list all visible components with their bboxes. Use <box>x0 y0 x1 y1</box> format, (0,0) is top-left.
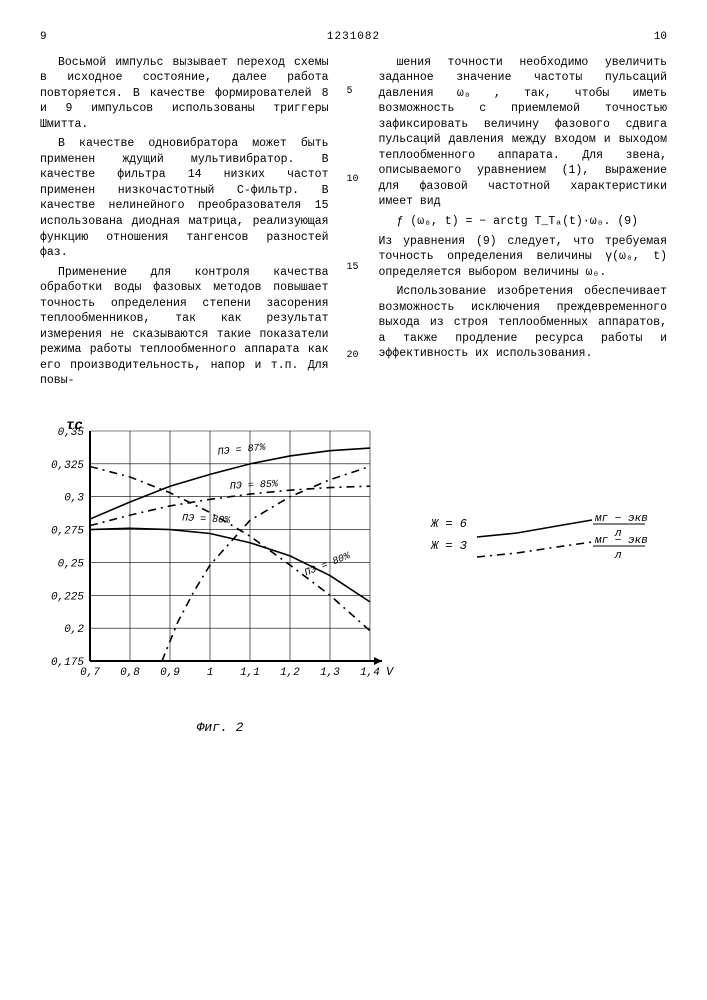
legend-curves: Ж = 6мг − эквлЖ = 3мг − эквл <box>477 523 647 583</box>
page-num-left: 9 <box>40 30 249 45</box>
svg-text:0,8: 0,8 <box>120 667 140 679</box>
svg-text:0,175: 0,175 <box>51 657 84 669</box>
line-num: 5 <box>347 85 361 99</box>
line-num: 15 <box>347 261 361 275</box>
svg-text:1,3: 1,3 <box>320 667 340 679</box>
svg-text:τc: τc <box>66 418 83 434</box>
svg-text:ПЭ = 80%: ПЭ = 80% <box>182 513 232 527</box>
chart-legend: Ж = 6мг − эквлЖ = 3мг − эквл <box>477 523 647 583</box>
svg-text:0,3: 0,3 <box>64 492 84 504</box>
formula: ƒ (ω₀, t) = − arctg T_Tₐ(t)·ω₀. (9) <box>379 214 668 230</box>
para: шения точности необходимо увеличить зада… <box>379 55 668 210</box>
doc-number: 1231082 <box>249 30 458 45</box>
svg-text:1,4: 1,4 <box>360 667 380 679</box>
page-num-right: 10 <box>458 30 667 45</box>
svg-text:0,9: 0,9 <box>160 667 180 679</box>
svg-text:0,225: 0,225 <box>51 591 84 603</box>
chart: 0,70,80,911,11,21,31,40,1750,20,2250,250… <box>40 413 400 713</box>
line-num: 20 <box>347 349 361 363</box>
para: В качестве одновибратора может быть прим… <box>40 136 329 260</box>
svg-text:1,1: 1,1 <box>240 667 260 679</box>
svg-text:0,325: 0,325 <box>51 460 84 472</box>
para: Применение для контроля качества обработ… <box>40 265 329 389</box>
svg-text:Ж = 3: Ж = 3 <box>430 539 467 553</box>
page-header: 9 1231082 10 <box>40 30 667 45</box>
text-columns: Восьмой импульс вызывает переход схемы в… <box>40 55 667 393</box>
svg-text:мг − экв: мг − экв <box>594 513 648 525</box>
figure-2: 0,70,80,911,11,21,31,40,1750,20,2250,250… <box>40 413 667 737</box>
right-column: шения точности необходимо увеличить зада… <box>379 55 668 393</box>
left-column: Восьмой импульс вызывает переход схемы в… <box>40 55 329 393</box>
svg-text:1,2: 1,2 <box>280 667 300 679</box>
para: Из уравнения (9) следует, что требуемая … <box>379 234 668 281</box>
line-num: 10 <box>347 173 361 187</box>
svg-text:ПЭ = 85%: ПЭ = 85% <box>230 479 280 493</box>
svg-text:мг − экв: мг − экв <box>594 535 648 547</box>
svg-text:ПЭ = 87%: ПЭ = 87% <box>217 442 267 458</box>
svg-text:л: л <box>614 550 622 562</box>
line-number-gutter: 5 10 15 20 <box>347 55 361 393</box>
svg-text:1: 1 <box>207 667 214 679</box>
svg-text:0,275: 0,275 <box>51 525 84 537</box>
figure-caption: Фиг. 2 <box>40 719 400 737</box>
svg-text:0,25: 0,25 <box>58 558 85 570</box>
para: Использование изобретения обеспечивает в… <box>379 284 668 362</box>
para: Восьмой импульс вызывает переход схемы в… <box>40 55 329 133</box>
svg-text:Ж = 6: Ж = 6 <box>430 517 467 531</box>
svg-text:0,2: 0,2 <box>64 624 84 636</box>
svg-text:V м/с: V м/с <box>386 665 400 679</box>
